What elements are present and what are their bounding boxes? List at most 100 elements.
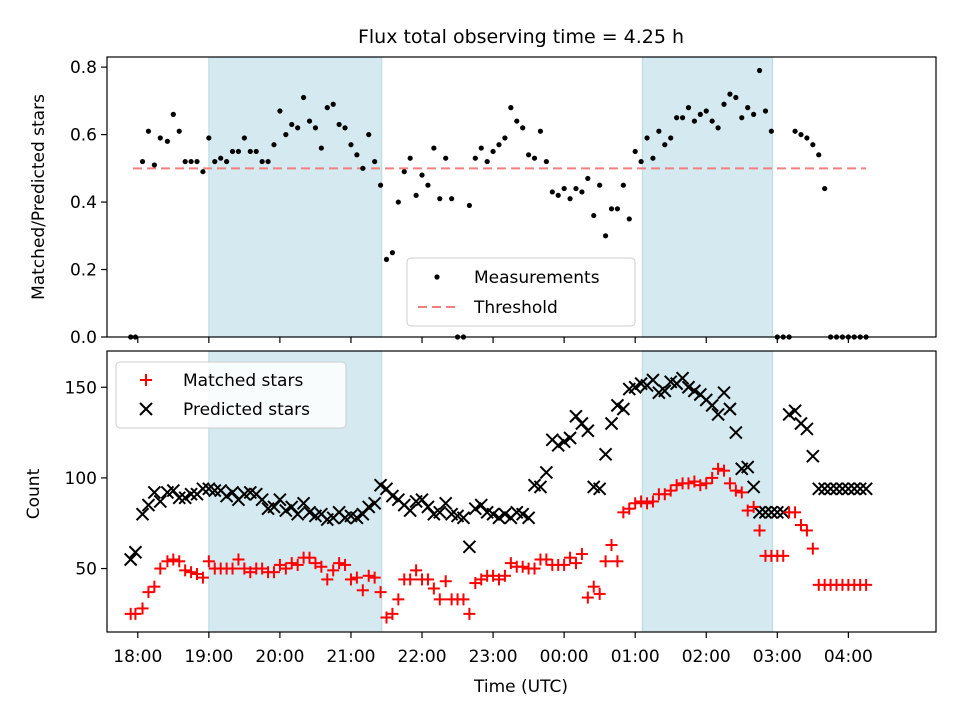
predicted-star-stroke [492,511,506,525]
bottom-legend: Matched stars Predicted stars [115,361,347,429]
predicted-star-stroke [166,483,181,498]
legend-predicted-label: Predicted stars [183,400,310,420]
predicted-star-stroke [480,505,494,520]
predicted-star-stroke [438,496,453,510]
measurement-point [413,192,419,198]
predicted-star-stroke [782,407,796,422]
predicted-star-point [646,373,660,387]
predicted-star-point [764,505,779,520]
bottom-y-tick-label: 150 [65,378,97,398]
predicted-star-stroke [385,489,400,503]
predicted-star-stroke [563,431,577,445]
measurement-point [145,128,152,134]
predicted-star-point [770,505,785,520]
predicted-star-stroke [515,507,530,521]
predicted-star-point [255,492,269,507]
matched-star-point [196,571,209,584]
measurement-point [200,169,206,175]
predicted-star-stroke [421,500,435,514]
bottom-axes-frame [106,350,937,633]
predicted-star-stroke [598,447,613,462]
predicted-star-point [438,496,453,510]
predicted-star-stroke [219,489,234,503]
bottom-x-tick-label: 20:00 [255,647,304,667]
bottom-x-axis-ticks: 18:00 19:00 20:00 21:00 22:00 23:00 00:00 01:00… [113,632,873,667]
predicted-star-point [279,503,293,518]
measurement-point [602,233,609,239]
bottom-x-tick-label: 18:00 [113,647,162,667]
measurement-point [697,111,703,117]
measurement-point [419,172,425,178]
measurement-point [466,202,472,209]
predicted-star-stroke [634,376,648,391]
top-y-tick-label: 0.8 [70,58,97,78]
top-y-tick-label: 0.0 [70,328,97,348]
predicted-star-point [711,407,725,422]
predicted-star-stroke [664,375,678,389]
predicted-star-stroke [474,498,488,512]
predicted-star-point [403,503,417,518]
legend-matched-label: Matched stars [183,371,303,391]
predicted-star-stroke [758,505,773,520]
predicted-star-point [604,416,619,431]
predicted-star-stroke [539,465,554,480]
predicted-star-stroke [379,482,394,496]
predicted-star-point [551,438,565,452]
bottom-x-tick-label: 03:00 [753,647,802,667]
predicted-star-stroke [456,511,471,525]
measurement-point [151,162,157,168]
measurement-point [241,135,247,141]
matched-star-point [350,571,363,584]
predicted-star-stroke [764,505,779,520]
predicted-star-stroke [373,478,388,492]
measurement-point [330,101,336,107]
measurement-point [348,142,354,148]
measurement-point [745,105,751,111]
predicted-star-stroke [859,482,873,496]
predicted-star-stroke [770,505,785,520]
predicted-star-point [515,507,530,521]
matched-star-point [540,553,553,566]
measurement-point [721,101,727,107]
predicted-star-stroke [486,507,500,521]
measurement-point [751,111,757,117]
matched-star-point [777,549,790,562]
predicted-star-stroke [581,424,595,438]
predicted-star-stroke [302,505,317,520]
matched-star-point [267,566,280,579]
shaded-region-2 [641,56,774,338]
matched-star-point [599,555,612,568]
predicted-star-point [717,385,731,400]
measurement-point [727,91,733,97]
matched-star-point [427,582,440,595]
top-y-axis-ticks: 0.0 0.2 0.4 0.6 0.8 [70,58,107,348]
top-y-axis-label: Matched/Predicted stars [29,94,49,300]
predicted-star-point [800,422,814,436]
bottom-x-tick-label: 00:00 [540,647,589,667]
measurement-point [443,155,449,161]
measurement-point [265,158,271,165]
predicted-star-point [208,483,222,498]
matched-star-point [285,557,298,570]
measurement-point [768,128,774,134]
matched-star-point [356,584,369,597]
matched-star-point [747,500,760,513]
bottom-y-tick-label: 100 [65,469,97,489]
predicted-star-point [616,402,631,416]
matched-star-point [794,519,807,532]
matched-stars-points [124,462,873,624]
predicted-star-stroke [829,482,844,496]
predicted-star-point [486,507,500,521]
measurement-point [810,142,816,148]
predicted-star-stroke [290,507,305,521]
predicted-star-point [557,434,571,449]
predicted-star-point [350,511,364,525]
bottom-y-axis-ticks: 50 100 150 [65,378,107,580]
legend-predicted-marker [139,402,153,416]
predicted-star-stroke [527,478,542,492]
measurement-point [277,108,283,114]
predicted-star-stroke [255,492,269,507]
predicted-star-point [817,482,832,496]
predicted-star-point [153,494,167,509]
predicted-star-stroke [172,491,186,505]
